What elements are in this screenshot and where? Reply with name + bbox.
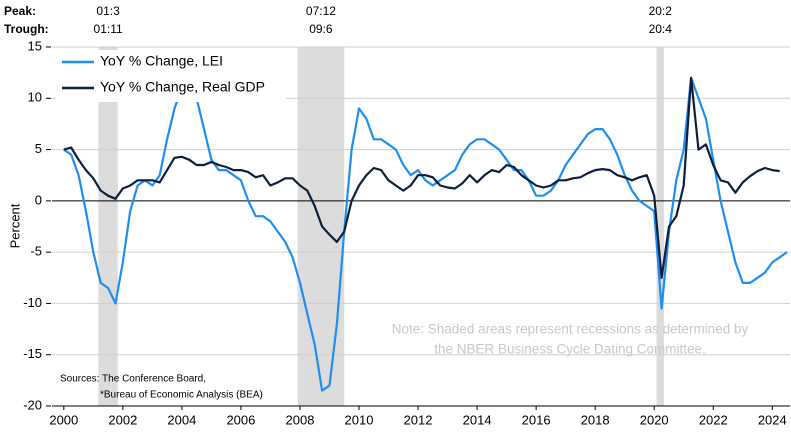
y-tick-label: 0: [35, 192, 42, 207]
recession-peak: 07:12: [306, 4, 336, 18]
x-tick-label: 2000: [49, 412, 78, 427]
x-tick-label: 2002: [108, 412, 137, 427]
y-tick-label: -5: [30, 244, 42, 259]
y-tick-label: -10: [23, 295, 42, 310]
x-tick-label: 2022: [699, 412, 728, 427]
series-line: [63, 76, 780, 279]
trough-header: Trough:: [4, 22, 49, 36]
x-tick-label: 2006: [226, 412, 255, 427]
source: Sources: The Conference Board,: [60, 374, 206, 385]
x-tick-label: 2024: [758, 412, 787, 427]
x-tick-label: 2014: [463, 412, 492, 427]
recession-peak: 01:3: [96, 4, 120, 18]
recession-peak: 20:2: [649, 4, 673, 18]
recession-trough: 20:4: [649, 22, 673, 36]
y-tick-label: 5: [35, 141, 42, 156]
y-tick-label: 15: [28, 38, 42, 53]
x-tick-label: 2012: [404, 412, 433, 427]
y-axis-label: Percent: [7, 203, 22, 248]
legend-label: YoY % Change, LEI: [100, 53, 223, 69]
recession-shade: [297, 47, 345, 406]
recession-shade: [98, 47, 118, 406]
y-tick-label: -20: [23, 397, 42, 412]
x-tick-label: 2004: [167, 412, 196, 427]
x-tick-label: 2020: [640, 412, 669, 427]
note: the NBER Business Cycle Dating Committee…: [434, 342, 706, 357]
legend-label: YoY % Change, Real GDP: [100, 79, 265, 95]
note: Note: Shaded areas represent recessions …: [392, 322, 749, 337]
recession-trough: 09:6: [309, 22, 333, 36]
x-tick-label: 2016: [522, 412, 551, 427]
y-tick-label: -15: [23, 346, 42, 361]
y-tick-label: 10: [28, 90, 42, 105]
recession-trough: 01:11: [94, 22, 123, 36]
peak-header: Peak:: [4, 4, 36, 18]
x-tick-label: 2018: [581, 412, 610, 427]
x-tick-label: 2010: [345, 412, 374, 427]
source: *Bureau of Economic Analysis (BEA): [100, 390, 263, 401]
legend-box: [56, 50, 286, 102]
x-tick-label: 2008: [286, 412, 315, 427]
recession-shade: [656, 47, 664, 406]
